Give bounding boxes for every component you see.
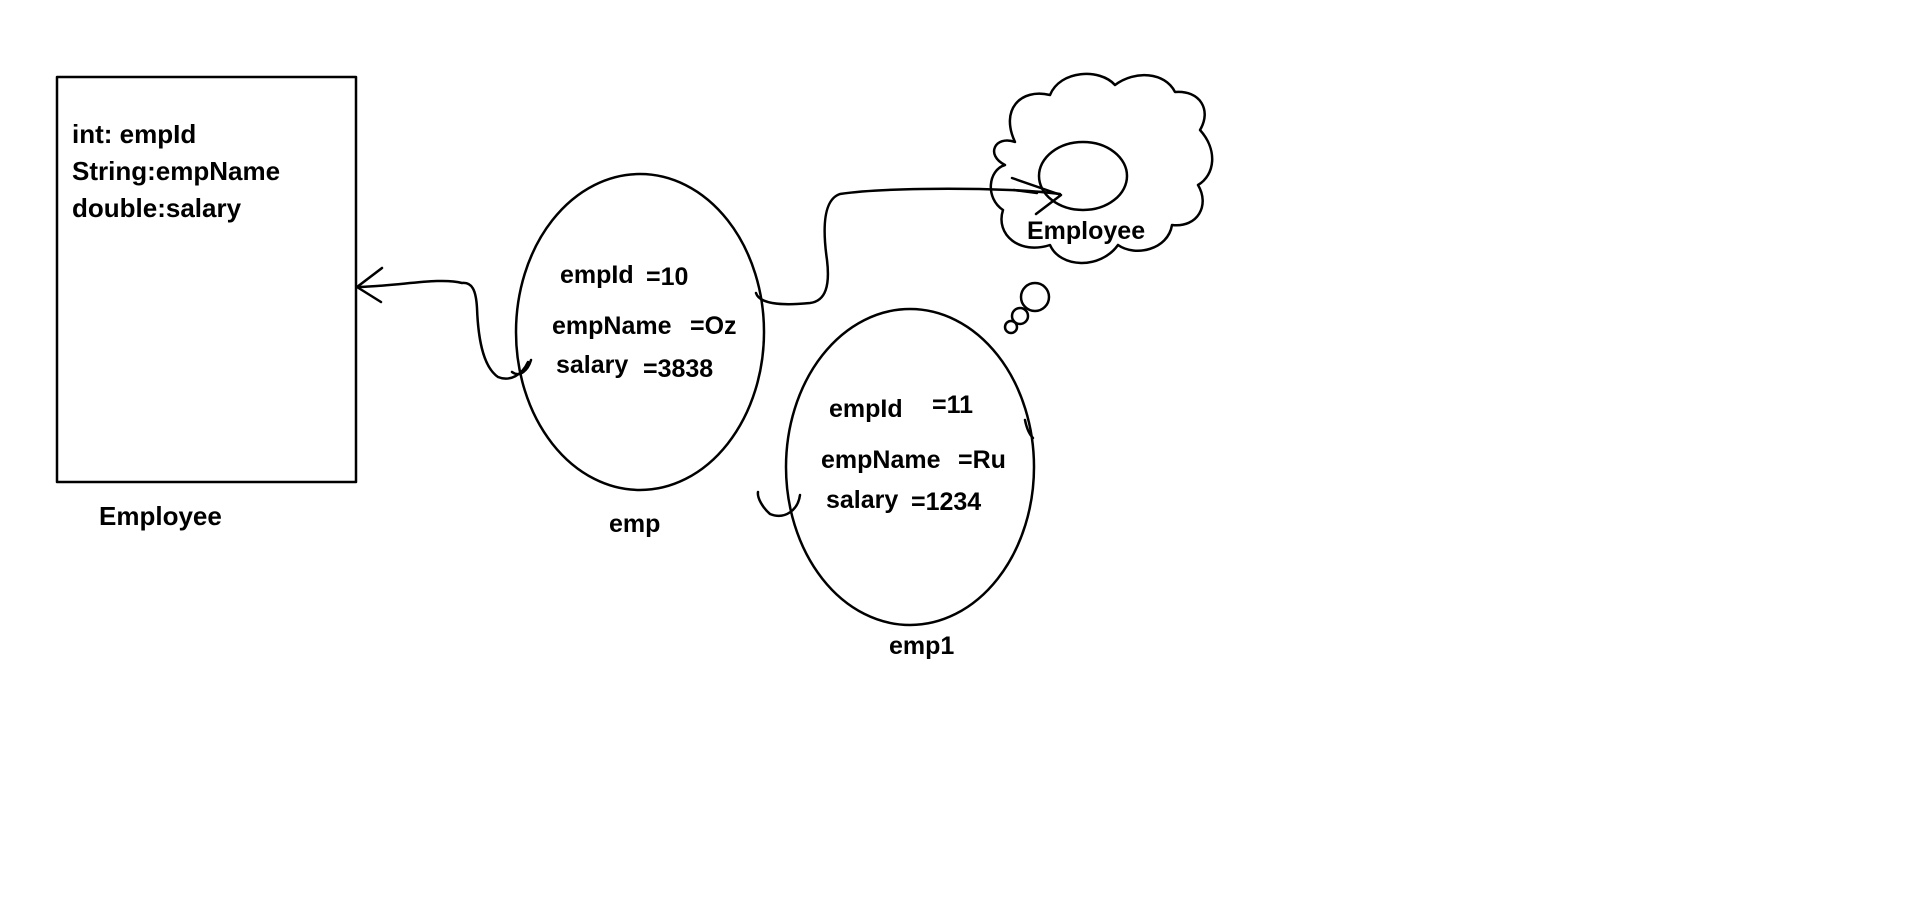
- emp1-field-empId-key: empId: [829, 395, 903, 423]
- emp-to-class-arrowhead: [355, 266, 384, 304]
- emp1-field-empName-key: empName: [821, 446, 941, 474]
- emp1-field-salary-key: salary: [826, 486, 899, 514]
- cloud-label: Employee: [1027, 217, 1146, 245]
- emp-object-name: emp: [609, 510, 661, 538]
- emp-field-empId-value: =10: [646, 263, 689, 291]
- class-box: [55, 75, 358, 484]
- class-field-empName: String:empName: [72, 156, 281, 186]
- cloud-object-ellipse: [1037, 140, 1129, 212]
- class-caption: Employee: [99, 501, 222, 531]
- emp-to-cloud-arrowhead-tick: [1012, 188, 1039, 195]
- emp-field-empName-value: =Oz: [690, 312, 737, 340]
- emp-reference-hook: [510, 358, 533, 376]
- thought-bubble-large: [1019, 281, 1051, 313]
- class-field-salary: double:salary: [72, 193, 242, 223]
- emp1-field-empId-value: =11: [932, 391, 974, 419]
- emp1-right-hook: [1023, 418, 1035, 440]
- emp-object-ellipse: [514, 172, 766, 492]
- emp1-reference-hook: [756, 490, 802, 517]
- emp-to-cloud-arrowhead: [1010, 176, 1063, 216]
- class-field-empId: int: empId: [72, 119, 197, 149]
- emp-to-cloud-arrow: [754, 187, 1062, 306]
- emp-field-salary-value: =3838: [643, 355, 714, 383]
- thought-bubble-medium: [1010, 306, 1030, 326]
- emp-field-empName-key: empName: [552, 312, 672, 340]
- emp-field-salary-key: salary: [556, 351, 629, 379]
- emp1-object-name: emp1: [889, 632, 955, 660]
- emp-to-class-arrow: [356, 279, 530, 380]
- emp1-object-ellipse: [784, 307, 1036, 627]
- emp-field-empId-key: empId: [560, 261, 634, 289]
- thought-cloud: [989, 72, 1214, 265]
- emp1-field-salary-value: =1234: [911, 488, 982, 516]
- emp1-field-empName-value: =Ru: [958, 446, 1006, 474]
- thought-bubble-small: [1003, 319, 1019, 335]
